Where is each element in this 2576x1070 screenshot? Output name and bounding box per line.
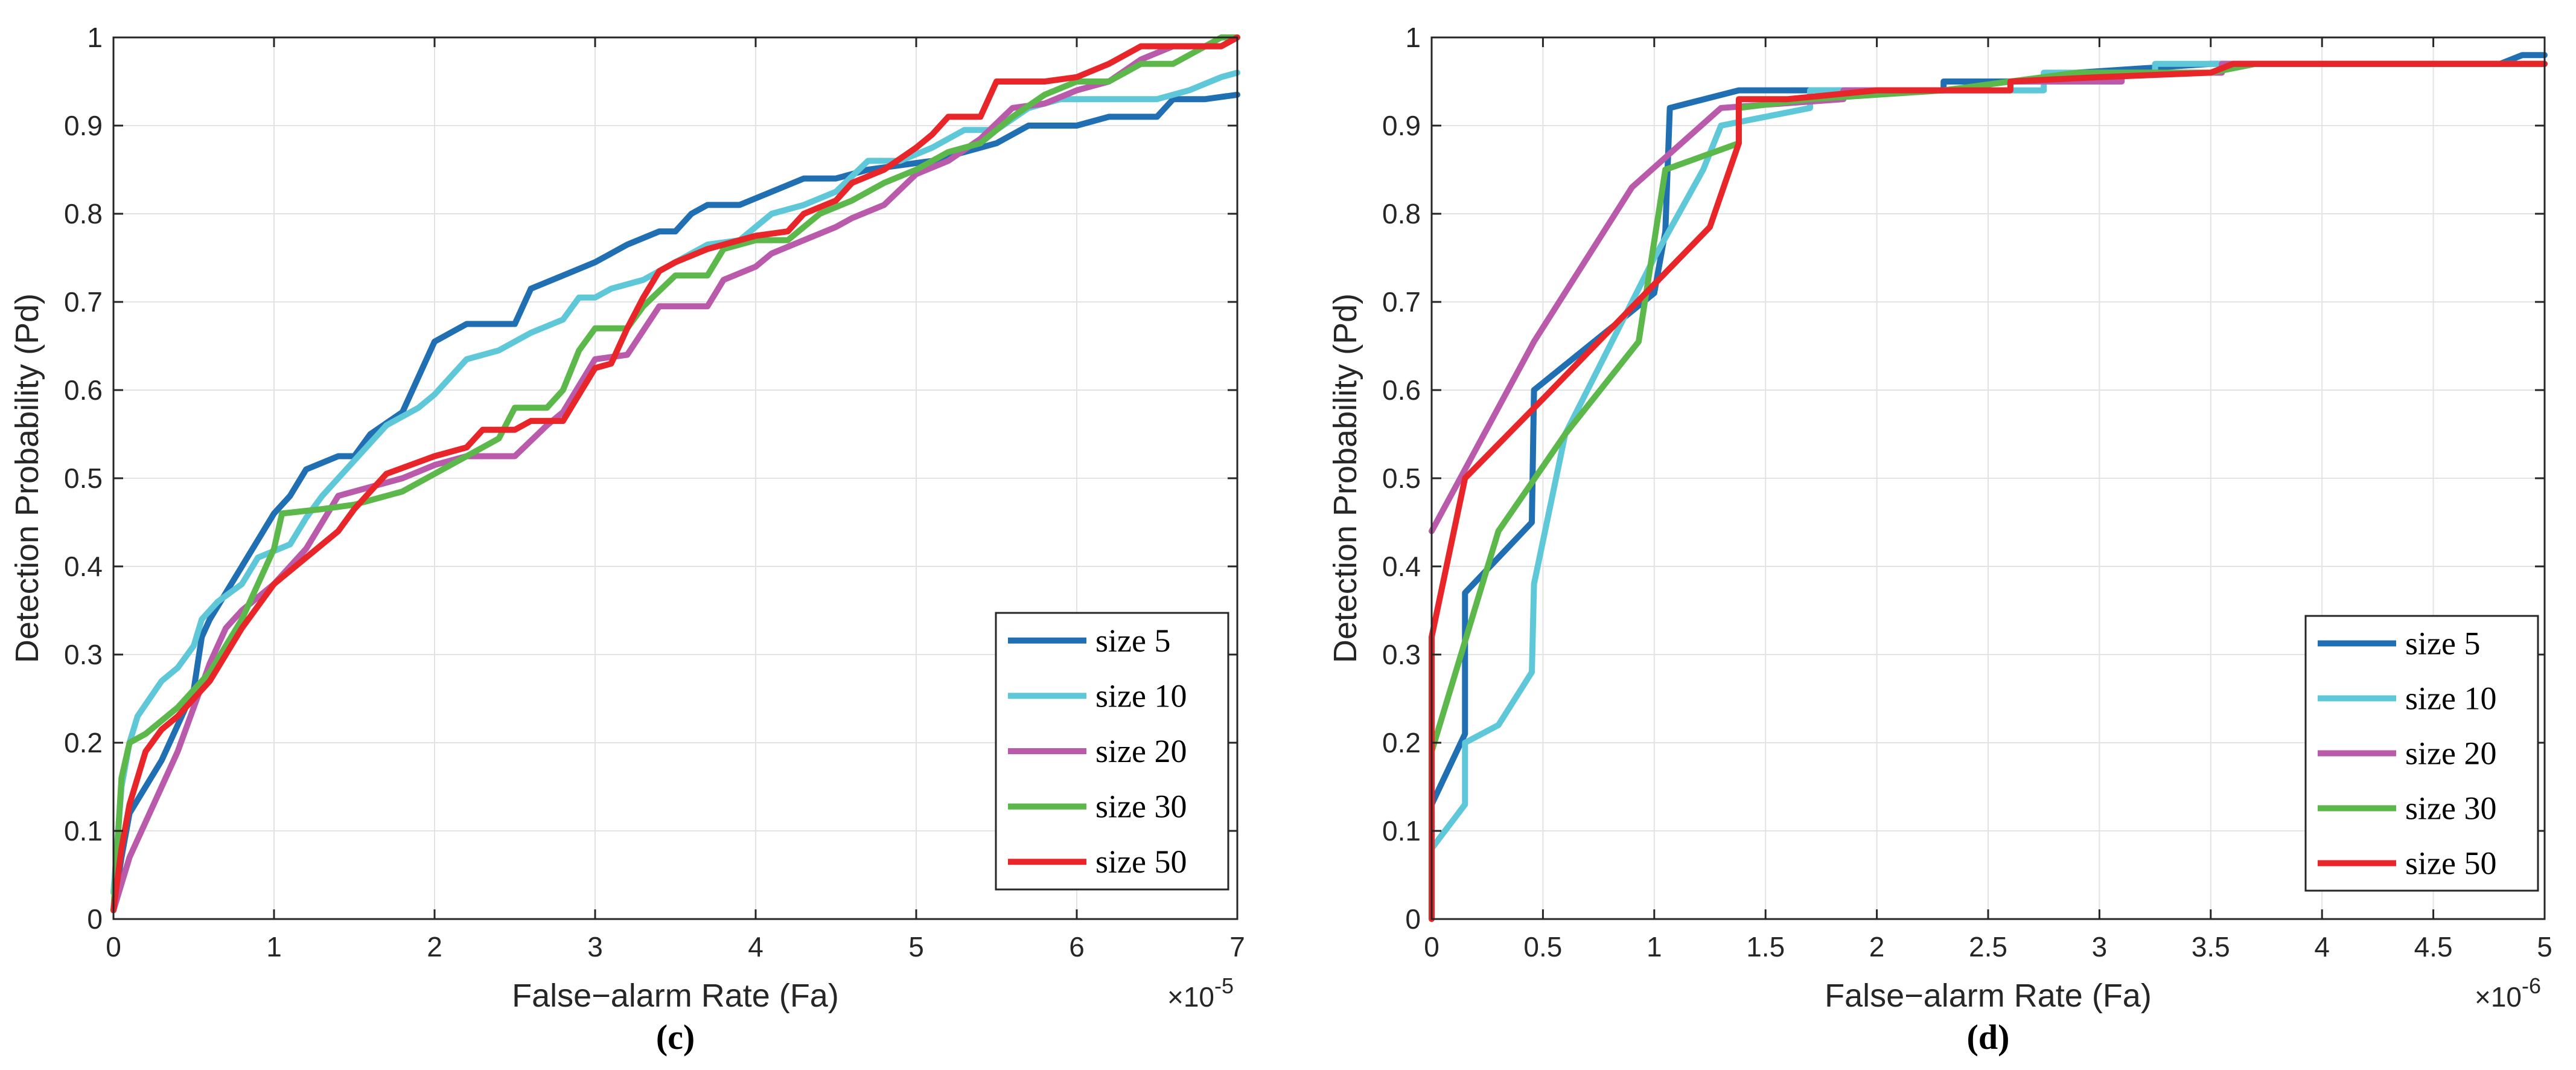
x-tick-label: 0 [106, 931, 121, 963]
y-tick-label: 1 [1405, 22, 1421, 53]
y-tick-label: 0.7 [64, 286, 103, 318]
y-tick-label: 0 [1405, 903, 1421, 935]
series-line-size-50 [110, 34, 1240, 914]
legend-entry-label: size 5 [1095, 623, 1170, 659]
x-exponent-base: ×10 [1167, 981, 1214, 1013]
x-ticks: 0 1 2 3 4 5 6 7 [106, 37, 1245, 963]
legend-entry-label: size 20 [1095, 733, 1187, 769]
y-tick-label: 0 [87, 903, 103, 935]
x-exponent-power: -5 [1214, 973, 1234, 998]
legend-entry-label: size 30 [2405, 790, 2496, 827]
y-tick-label: 0.5 [64, 463, 103, 494]
legend-entry-label: size 20 [2405, 735, 2496, 772]
legend: size 5 size 10 size 20 size 30 size 50 [2304, 615, 2539, 892]
y-tick-label: 0.1 [64, 815, 103, 847]
x-tick-label: 1 [1647, 931, 1662, 963]
y-tick-label: 0.4 [64, 551, 103, 582]
legend-entry-label: size 10 [1095, 678, 1187, 714]
x-tick-label: 2 [427, 931, 442, 963]
x-exponent-label: ×10-6 [2475, 973, 2541, 1013]
y-tick-label: 0.5 [1382, 463, 1421, 494]
y-tick-label: 0.3 [1382, 639, 1421, 670]
y-tick-label: 0.2 [1382, 727, 1421, 758]
panel-label: (c) [656, 1017, 695, 1057]
y-tick-label: 0.4 [1382, 551, 1421, 582]
x-tick-label: 1.5 [1746, 931, 1785, 963]
x-axis-label: False−alarm Rate (Fa) [1825, 978, 2152, 1014]
x-tick-label: 5 [908, 931, 924, 963]
y-tick-label: 1 [87, 22, 103, 53]
x-tick-label: 3 [2092, 931, 2108, 963]
chart-panel-d: 0 0.5 1 1.5 2 2.5 3 3.5 4 4.5 5 0 0.1 0.2 0.3 0.4 0.5 0.6… [1327, 22, 2552, 1057]
x-tick-label: 0 [1424, 931, 1439, 963]
x-tick-label: 4.5 [2414, 931, 2453, 963]
x-tick-label: 0.5 [1523, 931, 1562, 963]
y-tick-label: 0.6 [64, 374, 103, 406]
series-line-size-50 [1429, 60, 2548, 922]
series-lines [1429, 52, 2548, 922]
y-tick-label: 0.9 [64, 110, 103, 141]
y-tick-label: 0.6 [1382, 374, 1421, 406]
x-exponent-label: ×10-5 [1167, 973, 1234, 1013]
y-tick-label: 0.9 [1382, 110, 1421, 141]
panel-label: (d) [1967, 1017, 2010, 1057]
legend-entry-label: size 50 [2405, 845, 2496, 882]
x-tick-label: 1 [266, 931, 282, 963]
x-tick-label: 3 [587, 931, 603, 963]
series-line-size-5 [110, 91, 1240, 914]
y-tick-label: 0.1 [1382, 815, 1421, 847]
chart-panel-c: 0 1 2 3 4 5 6 7 0 0.1 0.2 0.3 0.4 0.5 0.6 0.7 0.8 0.9 1 Fal… [9, 22, 1245, 1057]
y-axis-label: Detection Probability (Pd) [9, 293, 45, 663]
x-tick-label: 7 [1229, 931, 1245, 963]
series-lines [110, 34, 1240, 914]
x-exponent-base: ×10 [2475, 981, 2522, 1013]
legend: size 5 size 10 size 20 size 30 size 50 [995, 612, 1229, 891]
y-ticks: 0 0.1 0.2 0.3 0.4 0.5 0.6 0.7 0.8 0.9 1 [1382, 22, 2545, 935]
y-tick-label: 0.2 [64, 727, 103, 758]
legend-entry-label: size 50 [1095, 844, 1187, 880]
y-ticks: 0 0.1 0.2 0.3 0.4 0.5 0.6 0.7 0.8 0.9 1 [64, 22, 1237, 935]
y-tick-label: 0.3 [64, 639, 103, 670]
x-exponent-power: -6 [2522, 973, 2541, 998]
legend-entry-label: size 5 [2405, 626, 2480, 662]
legend-entry-label: size 10 [2405, 681, 2496, 717]
legend-entry-label: size 30 [1095, 789, 1187, 825]
y-tick-label: 0.7 [1382, 286, 1421, 318]
y-tick-label: 0.8 [64, 198, 103, 229]
x-tick-label: 2.5 [1969, 931, 2007, 963]
y-tick-label: 0.8 [1382, 198, 1421, 229]
x-tick-label: 6 [1069, 931, 1085, 963]
x-tick-label: 4 [748, 931, 764, 963]
x-tick-label: 2 [1869, 931, 1885, 963]
series-line-size-10 [110, 69, 1240, 896]
x-tick-label: 4 [2314, 931, 2330, 963]
x-ticks: 0 0.5 1 1.5 2 2.5 3 3.5 4 4.5 5 [1424, 37, 2552, 963]
x-tick-label: 5 [2537, 931, 2552, 963]
x-axis-label: False−alarm Rate (Fa) [512, 978, 839, 1014]
y-axis-label: Detection Probability (Pd) [1327, 293, 1363, 663]
x-tick-label: 3.5 [2192, 931, 2230, 963]
